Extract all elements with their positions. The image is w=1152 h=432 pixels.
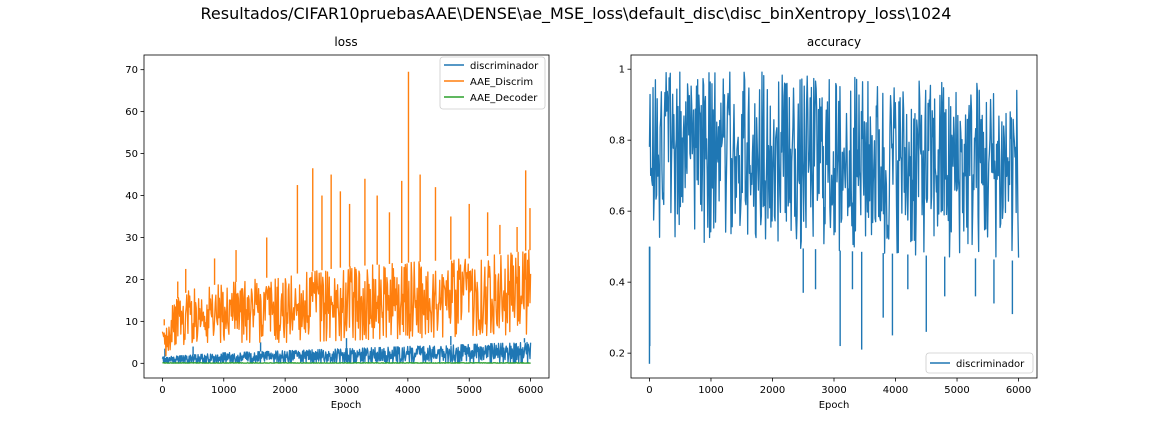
- loss-y-tick-label-50: 50: [125, 149, 138, 160]
- loss-y-tick-label-30: 30: [125, 233, 138, 244]
- accuracy-x-tick-label-4000: 4000: [883, 385, 908, 396]
- accuracy-y-tick-label-0-6: 0.6: [609, 207, 625, 218]
- loss-y-tick-label-0: 0: [132, 359, 138, 370]
- loss-series-aae-discrim: [161, 71, 532, 357]
- accuracy-x-tick-label-3000: 3000: [821, 385, 846, 396]
- accuracy-y-tick-label-0-8: 0.8: [609, 136, 625, 147]
- loss-series-line-discriminador: [161, 341, 532, 364]
- figure-suptitle: Resultados/CIFAR10pruebasAAE\DENSE\ae_MS…: [200, 4, 952, 23]
- accuracy-series-discriminador: [648, 71, 1020, 364]
- loss-legend-box: [439, 56, 546, 110]
- loss-legend-label-discriminador: discriminador: [470, 61, 539, 72]
- loss-legend-label-aae-decoder: AAE_Decoder: [470, 93, 538, 104]
- accuracy-series-line-discriminador: [648, 71, 1020, 258]
- loss-legend-label-aae-discrim: AAE_Discrim: [470, 77, 533, 88]
- accuracy-x-axis-label: Epoch: [819, 400, 850, 411]
- accuracy-chart-title: accuracy: [807, 35, 861, 49]
- accuracy-x-tick-label-1000: 1000: [698, 385, 723, 396]
- accuracy-y-tick-label-0-2: 0.2: [609, 349, 625, 360]
- loss-series-discriminador: [161, 336, 532, 364]
- accuracy-x-tick-label-5000: 5000: [944, 385, 969, 396]
- loss-x-axis-label: Epoch: [331, 400, 362, 411]
- loss-y-tick-label-70: 70: [125, 65, 138, 76]
- loss-x-tick-label-6000: 6000: [518, 385, 543, 396]
- loss-series-line-aae-discrim: [161, 249, 532, 357]
- loss-y-tick-label-40: 40: [125, 191, 138, 202]
- accuracy-legend-box: [925, 352, 1034, 374]
- loss-x-tick-label-0: 0: [159, 385, 165, 396]
- accuracy-x-tick-label-2000: 2000: [760, 385, 785, 396]
- accuracy-legend-label-discriminador: discriminador: [956, 359, 1025, 370]
- loss-x-tick-label-5000: 5000: [457, 385, 482, 396]
- accuracy-x-tick-label-6000: 6000: [1006, 385, 1031, 396]
- loss-x-tick-label-4000: 4000: [395, 385, 420, 396]
- loss-y-tick-label-20: 20: [125, 275, 138, 286]
- accuracy-y-tick-label-0-4: 0.4: [609, 278, 625, 289]
- loss-y-tick-label-10: 10: [125, 317, 138, 328]
- accuracy-x-tick-label-0: 0: [646, 385, 652, 396]
- loss-y-tick-label-60: 60: [125, 107, 138, 118]
- loss-legend: discriminador AAE_Discrim AAE_Decoder: [439, 56, 546, 110]
- loss-x-tick-label-1000: 1000: [211, 385, 236, 396]
- accuracy-y-tick-label-1: 1: [619, 65, 625, 76]
- loss-chart-title: loss: [334, 35, 357, 49]
- loss-x-tick-label-2000: 2000: [272, 385, 297, 396]
- loss-x-tick-label-3000: 3000: [334, 385, 359, 396]
- accuracy-legend: discriminador: [925, 352, 1034, 374]
